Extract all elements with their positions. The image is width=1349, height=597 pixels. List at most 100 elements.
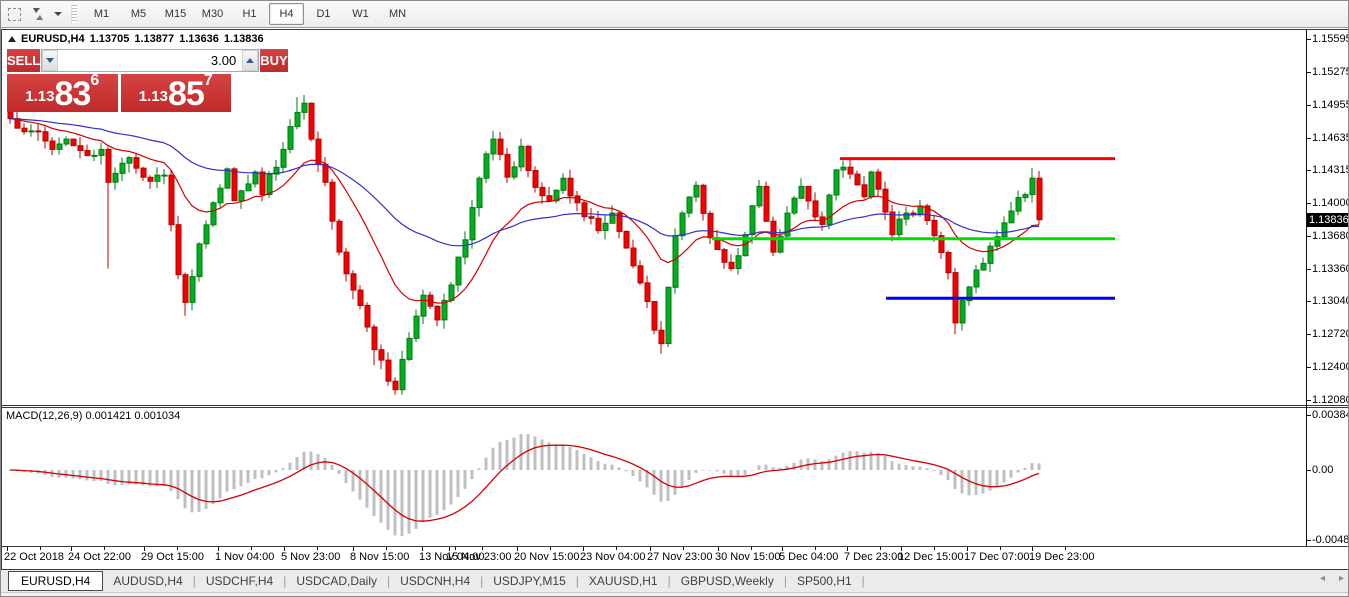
time-axis-minor-tick (1000, 547, 1001, 550)
pane-splitter[interactable] (2, 405, 1348, 408)
sell-price-display[interactable]: 1.13 83 6 (7, 72, 118, 113)
macd-axis-tick (1306, 415, 1311, 416)
chart-ohlc-readout: EURUSD,H4 1.13705 1.13877 1.13636 1.1383… (8, 33, 264, 45)
tab-divider: | (283, 574, 287, 588)
macd-indicator-pane[interactable]: MACD(12,26,9) 0.001421 0.001034 (2, 408, 1307, 546)
tab-divider: | (387, 574, 391, 588)
price-axis-label: 1.15595 (1312, 33, 1349, 45)
buy-button[interactable]: BUY (260, 49, 288, 72)
timeframe-button-group: M1 M5 M15 M30 H1 H4 D1 W1 MN (83, 3, 416, 25)
volume-decrease-button[interactable] (42, 50, 59, 71)
time-axis-minor-tick (751, 547, 752, 550)
macd-axis-tick (1306, 470, 1311, 471)
buy-price-prefix: 1.13 (138, 88, 168, 105)
timeframe-button-m1[interactable]: M1 (93, 8, 110, 20)
tab-usdcad-daily[interactable]: USDCAD,Daily (296, 574, 377, 588)
tab-divider: | (192, 574, 196, 588)
tab-xauusd-h1[interactable]: XAUUSD,H1 (588, 574, 658, 588)
time-axis-label: 8 Nov 15:00 (350, 551, 410, 563)
tab-eurusd-h4-active[interactable]: EURUSD,H4 (8, 571, 104, 591)
toolbar-grip[interactable] (71, 5, 77, 23)
time-axis-label: 19 Dec 23:00 (1029, 551, 1095, 563)
timeframe-button-m5[interactable]: M5 (130, 8, 147, 20)
time-axis-tick (1032, 547, 1033, 551)
sell-price-pipette: 6 (90, 72, 100, 89)
tab-divider: | (480, 574, 484, 588)
time-axis-tick (353, 547, 354, 551)
volume-increase-button[interactable] (242, 50, 259, 71)
time-axis[interactable]: 22 Oct 2018 24 Oct 22:00 29 Oct 15:00 1 Nov… (2, 547, 1348, 569)
price-axis-tick (1306, 72, 1311, 73)
time-axis-tick (901, 547, 902, 551)
timeframe-button-d1[interactable]: D1 (316, 8, 331, 20)
tab-usdjpy-m15[interactable]: USDJPY,M15 (493, 574, 566, 588)
time-axis-minor-tick (40, 547, 41, 550)
volume-stepper (41, 49, 260, 72)
time-axis-minor-tick (1065, 547, 1066, 550)
tab-usdcnh-h4[interactable]: USDCNH,H4 (400, 574, 471, 588)
dashed-rectangle-icon[interactable] (3, 4, 25, 24)
buy-price-display[interactable]: 1.13 85 7 (120, 73, 231, 113)
timeframe-button-m30[interactable]: M30 (201, 8, 224, 20)
time-axis-minor-tick (880, 547, 881, 550)
price-axis-tick (1306, 203, 1311, 204)
sell-button[interactable]: SELL (7, 49, 41, 72)
time-axis-label: 13 Nov 04:00 (419, 551, 485, 563)
tab-sp500-h1[interactable]: SP500,H1 (796, 574, 852, 588)
time-axis-tick (449, 547, 450, 551)
time-axis-tick (782, 547, 783, 551)
time-axis-label: 20 Nov 15:00 (514, 551, 580, 563)
tab-list: AUDUSD,H4 | USDCHF,H4 | USDCAD,Daily | USDCNH,… (103, 574, 864, 588)
slow-ma-line (9, 118, 1040, 247)
time-axis-label: 12 Dec 15:00 (898, 551, 964, 563)
dropdown-caret-icon[interactable] (51, 4, 63, 24)
macd-signal-line (9, 444, 1040, 522)
buy-price-big: 85 (167, 75, 205, 113)
time-axis-tick (967, 547, 968, 551)
time-axis-tick (7, 547, 8, 551)
chart-tab-bar: EURUSD,H4 AUDUSD,H4 | USDCHF,H4 | USDCAD,Dai… (1, 570, 1348, 592)
price-axis-label: 1.15275 (1312, 66, 1349, 78)
time-axis-label: 7 Dec 23:00 (844, 551, 904, 563)
price-axis-label: 1.14635 (1312, 132, 1349, 144)
volume-input[interactable] (58, 50, 243, 71)
macd-indicator-label: MACD(12,26,9) 0.001421 0.001034 (6, 410, 181, 422)
tab-gbpusd-weekly[interactable]: GBPUSD,Weekly (680, 574, 774, 588)
time-axis-tick (847, 547, 848, 551)
chart-close-value: 1.13836 (223, 33, 264, 45)
macd-chart-canvas[interactable] (2, 408, 1307, 546)
price-axis-label: 1.13360 (1312, 263, 1349, 275)
chart-low-value: 1.13636 (179, 33, 219, 45)
sell-price-big: 83 (54, 75, 91, 113)
price-axis-label: 1.12720 (1312, 328, 1349, 340)
price-axis-label: 1.13040 (1312, 295, 1349, 307)
price-axis-label: 1.12080 (1312, 394, 1349, 406)
timeframe-button-m15[interactable]: M15 (164, 8, 187, 20)
timeframe-button-w1[interactable]: W1 (352, 8, 369, 20)
price-chart-canvas[interactable] (2, 30, 1307, 405)
price-chart-pane[interactable] (2, 30, 1307, 405)
time-axis-tick (71, 547, 72, 551)
chart-open-value: 1.13705 (89, 33, 130, 45)
time-axis-tick (144, 547, 145, 551)
trade-panel-toggle-icon[interactable] (8, 36, 16, 42)
tab-scroll-right-icon[interactable]: ▸ (1338, 573, 1344, 584)
timeframe-button-h4[interactable]: H4 (269, 3, 304, 25)
time-axis-minor-tick (934, 547, 935, 550)
time-axis-label: 1 Nov 04:00 (215, 551, 275, 563)
time-axis-tick (517, 547, 518, 551)
time-axis-label: 23 Nov 04:00 (580, 551, 646, 563)
chart-window: EURUSD,H4 1.13705 1.13877 1.13636 1.1383… (1, 29, 1349, 570)
tab-usdchf-h4[interactable]: USDCHF,H4 (205, 574, 274, 588)
time-axis-label: 29 Oct 15:00 (141, 551, 204, 563)
tab-divider: | (575, 574, 579, 588)
tab-audusd-h4[interactable]: AUDUSD,H4 (113, 574, 183, 588)
time-axis-minor-tick (317, 547, 318, 550)
tile-windows-icon[interactable] (27, 4, 49, 24)
price-axis-tick (1306, 367, 1311, 368)
timeframe-button-mn[interactable]: MN (388, 8, 407, 20)
time-axis-tick (218, 547, 219, 551)
tab-scroll-left-icon[interactable]: ◂ (1319, 573, 1325, 584)
timeframe-button-h1[interactable]: H1 (242, 8, 257, 20)
time-axis-minor-tick (482, 547, 483, 550)
